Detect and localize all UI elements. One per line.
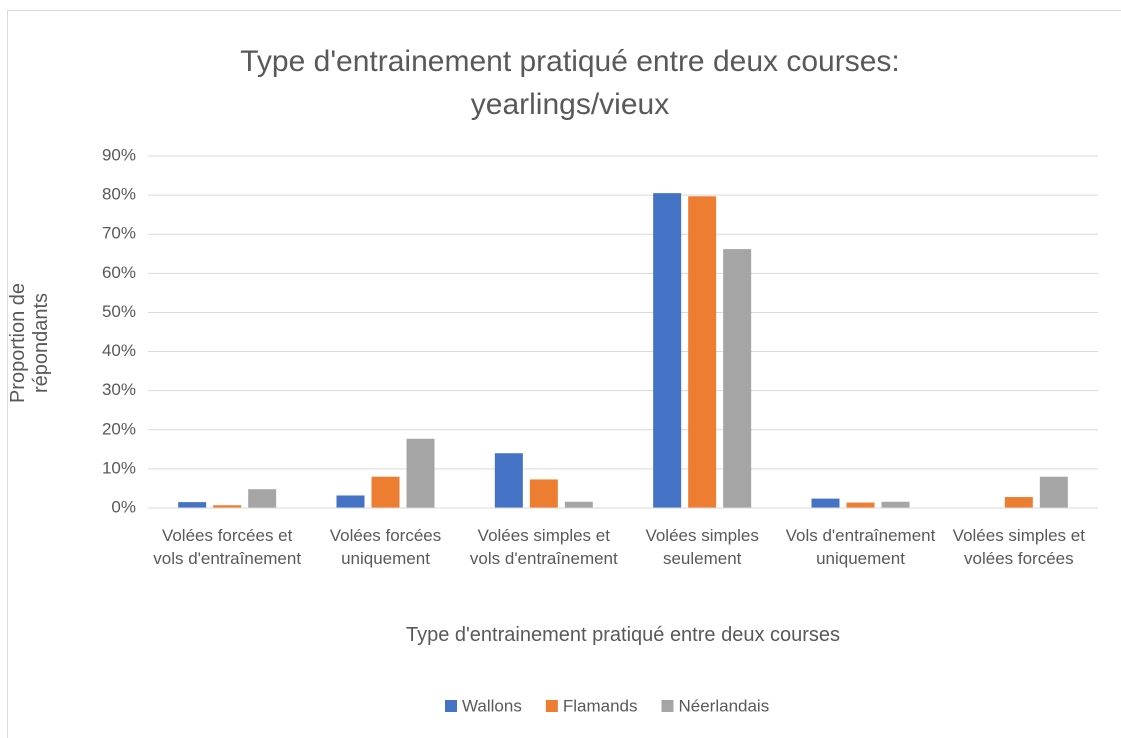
x-tick-label: Volées simples seulement <box>645 526 759 568</box>
bar <box>723 249 752 508</box>
legend-swatch <box>445 700 457 712</box>
bar <box>881 501 910 508</box>
bar <box>336 495 365 508</box>
y-tick-label: 40% <box>102 341 136 360</box>
y-tick-label: 70% <box>102 224 136 243</box>
bar <box>811 498 840 508</box>
bar <box>846 502 875 508</box>
legend-swatch <box>545 700 558 712</box>
bar <box>529 479 558 508</box>
bar <box>688 196 717 509</box>
bar <box>1039 476 1068 508</box>
bar <box>653 193 682 508</box>
x-tick-label: Volées simples et vols d'entraînement <box>469 526 618 568</box>
y-tick-label: 30% <box>102 380 136 399</box>
legend-swatch <box>661 700 674 712</box>
y-tick-label: 20% <box>102 419 136 438</box>
bar <box>213 505 242 508</box>
bar <box>1004 497 1033 508</box>
chart-border <box>7 10 1121 738</box>
legend-label: Wallons <box>462 696 522 715</box>
bar <box>248 489 277 508</box>
y-axis-title: Proportion de répondants <box>7 282 52 404</box>
bar <box>494 453 523 508</box>
bar <box>564 501 593 508</box>
y-tick-label: 80% <box>102 185 136 204</box>
bar <box>371 476 400 508</box>
chart-title: Type d'entrainement pratiqué entre deux … <box>240 45 900 121</box>
y-tick-label: 0% <box>111 497 136 516</box>
x-tick-label: Volées simples et volées forcées <box>952 526 1085 568</box>
x-tick-label: Volées forcées et vols d'entraînement <box>153 526 302 568</box>
bar <box>406 438 435 508</box>
x-tick-label: Volées forcées uniquement <box>329 526 442 568</box>
y-tick-label: 50% <box>102 302 136 321</box>
legend-label: Néerlandais <box>678 696 769 715</box>
x-tick-label: Vols d'entraînement uniquement <box>785 526 936 568</box>
y-tick-label: 60% <box>102 263 136 282</box>
legend-label: Flamands <box>563 696 638 715</box>
bar <box>178 502 207 508</box>
x-axis-title: Type d'entrainement pratiqué entre deux … <box>405 624 841 646</box>
y-tick-label: 10% <box>102 458 136 477</box>
y-tick-label: 90% <box>102 145 136 164</box>
